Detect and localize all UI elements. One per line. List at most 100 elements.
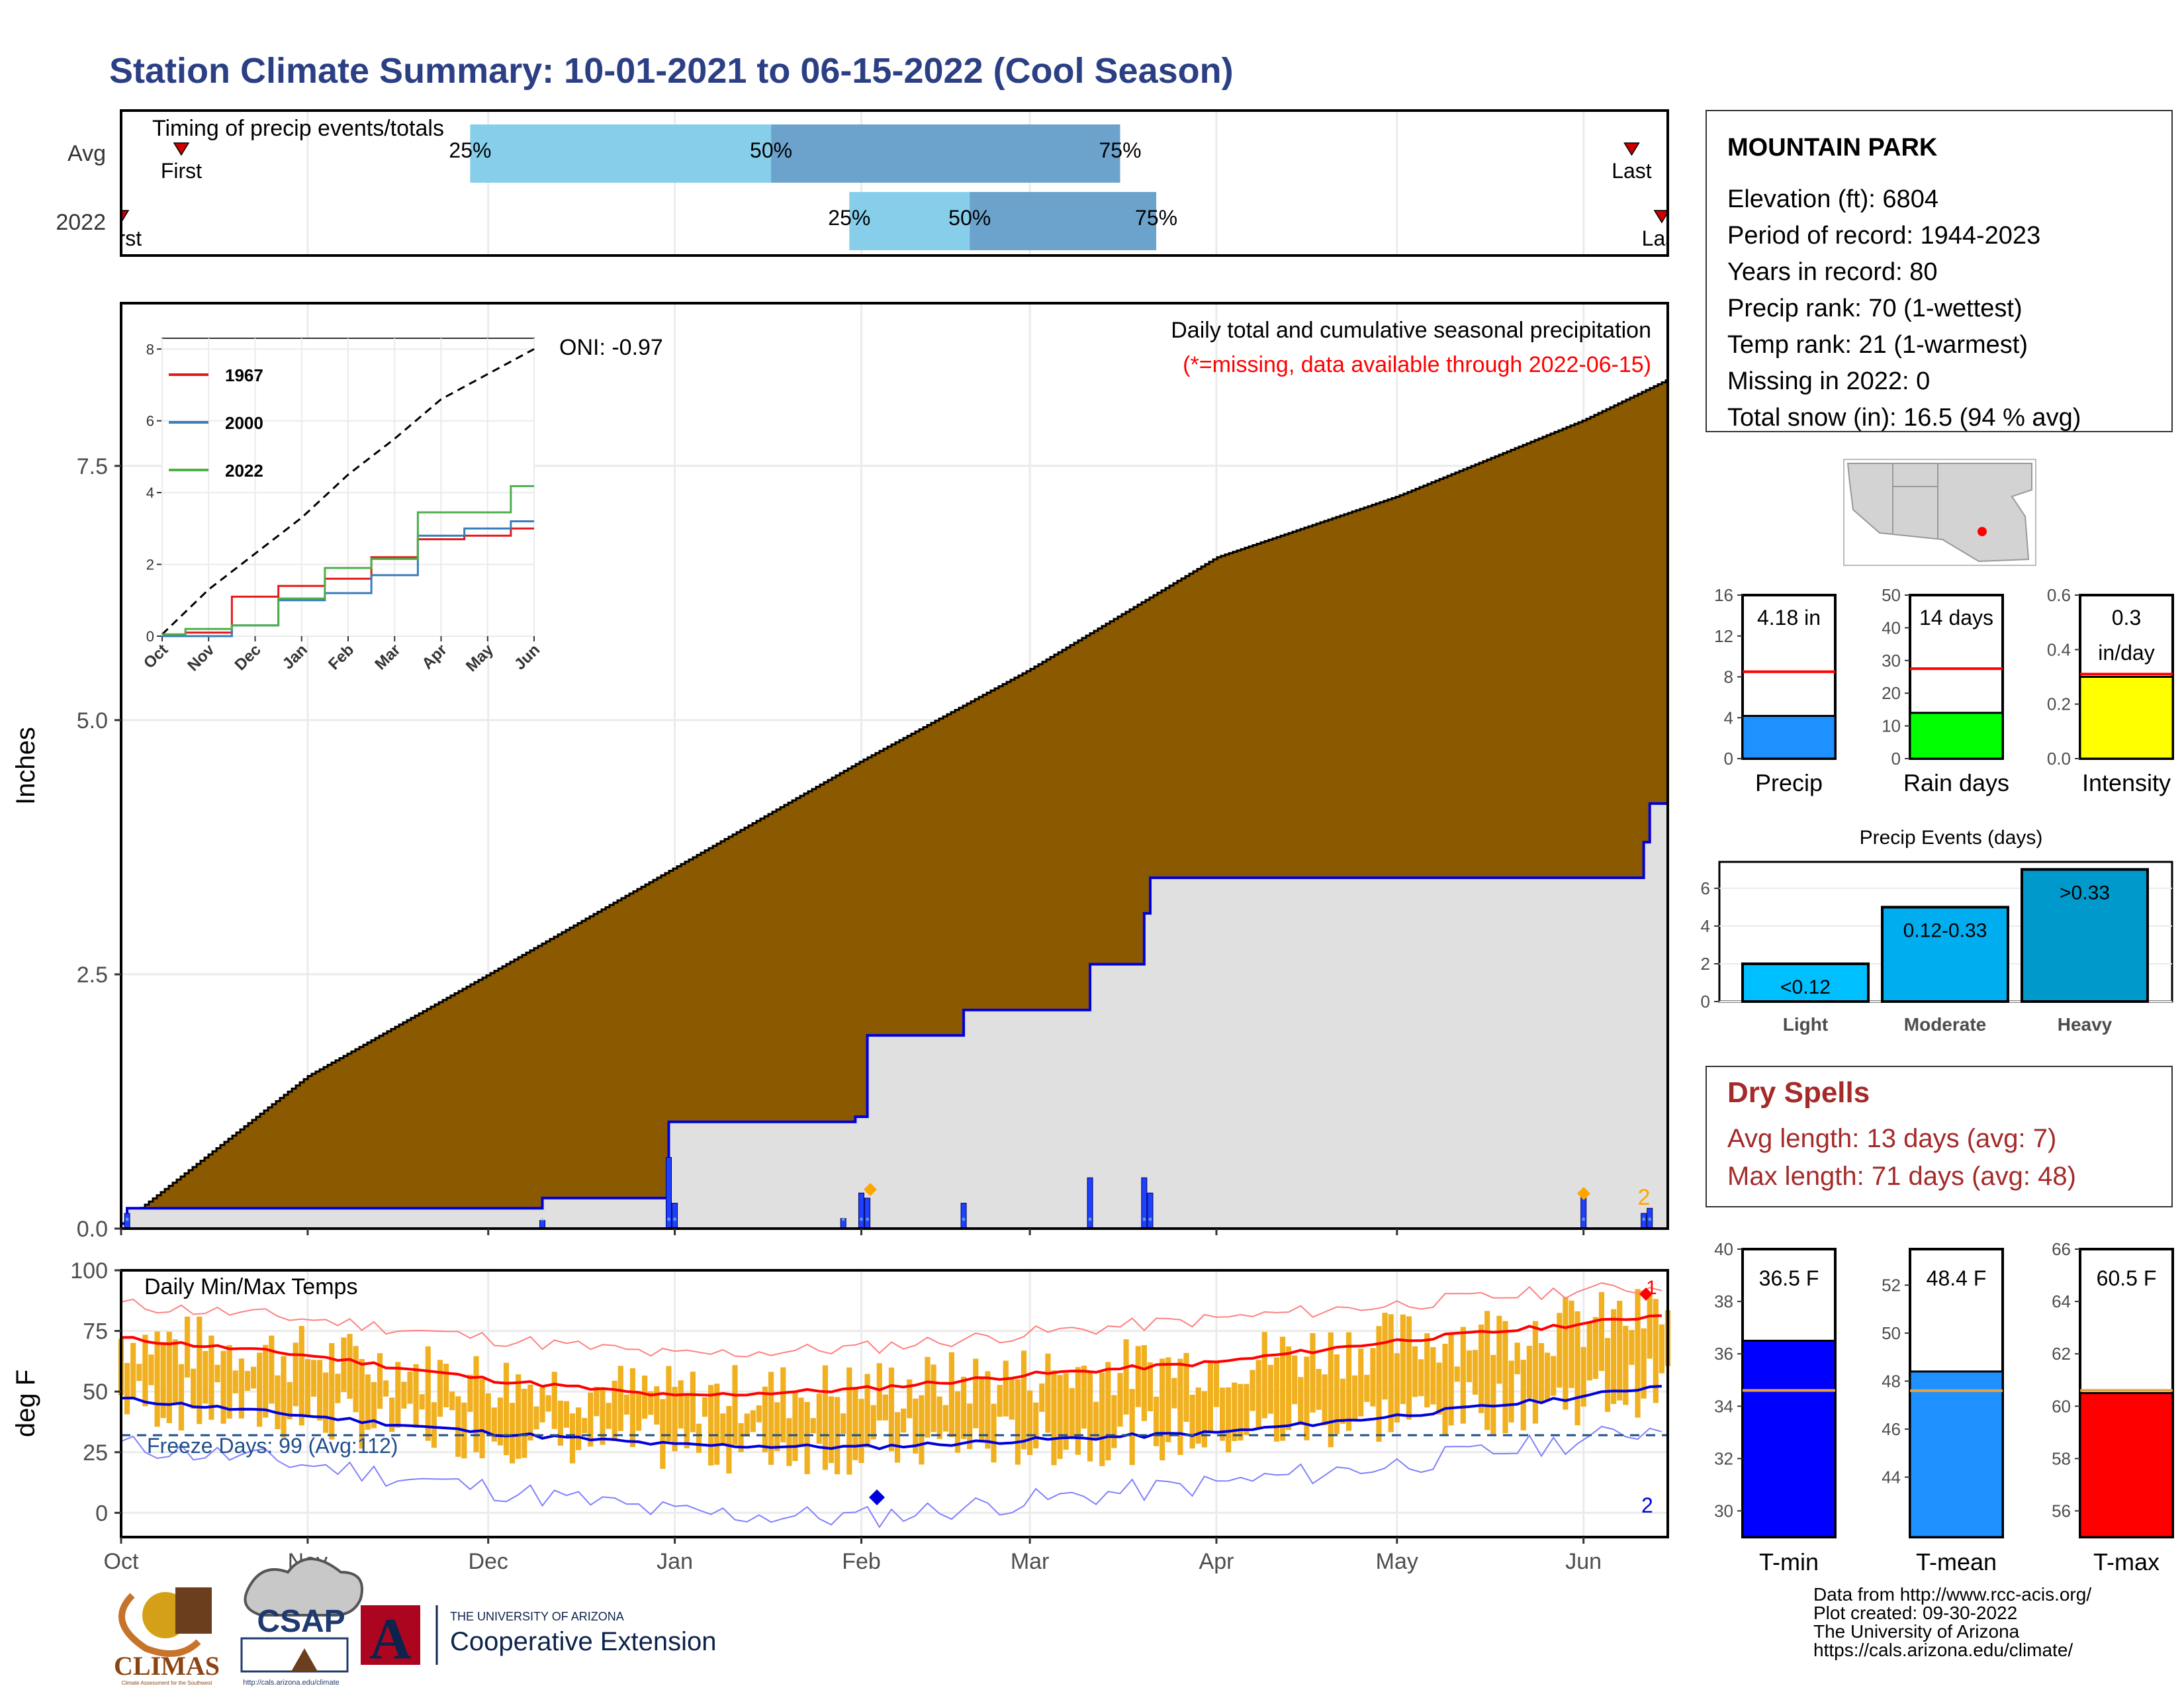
csap-url: http://cals.arizona.edu/climate: [243, 1679, 340, 1687]
inset-ytick-label: 4: [146, 485, 154, 501]
mini-value-bar: [2079, 676, 2174, 760]
daily-temp-bar: [1105, 1362, 1111, 1461]
daily-temp-bar: [1093, 1401, 1099, 1438]
daily-temp-bar: [720, 1413, 726, 1444]
daily-temp-bar: [876, 1363, 882, 1421]
precip-events-title: Precip Events (days): [1860, 827, 2043, 849]
missing-note: (*=missing, data available through 2022-…: [1183, 352, 1651, 377]
daily-temp-bar: [347, 1334, 353, 1399]
temp-ylabel: deg F: [11, 1370, 40, 1437]
daily-temp-bar: [455, 1396, 461, 1457]
daily-temp-bar: [160, 1342, 166, 1419]
record-max-marker: [1639, 1288, 1653, 1301]
first-event-label: First: [101, 226, 142, 250]
daily-temp-bar: [329, 1342, 335, 1440]
daily-temp-bar: [383, 1380, 389, 1397]
temp-value-bar: [1909, 1370, 2004, 1538]
mini-value-label: 0.3: [2112, 606, 2141, 630]
daily-temp-bar: [1382, 1313, 1388, 1400]
footer-line-url: https://cals.arizona.edu/climate/: [1813, 1640, 2073, 1660]
daily-temp-bar: [1057, 1375, 1063, 1459]
temp-xtick-label: Mar: [1011, 1549, 1050, 1574]
daily-temp-bar: [1111, 1395, 1117, 1448]
inset-legend: 1967 2000 2022: [169, 365, 263, 481]
daily-temp-bar: [1532, 1321, 1539, 1424]
daily-temp-bar: [780, 1367, 786, 1442]
station-location-dot: [1978, 527, 1987, 536]
inset-xtick-label: Oct: [140, 641, 171, 672]
temp-bar-label: T-min: [1759, 1548, 1819, 1575]
daily-temp-bar: [1647, 1295, 1653, 1359]
temp-bar-charts: 30 32 34 36 38 40 36.5 F T-min 44 46 48 50 52 48.4 F T…: [1714, 1239, 2174, 1575]
snow-marker: *: [865, 1216, 869, 1227]
locator-map: [1843, 459, 2036, 566]
precip-ytick-label: 5.0: [77, 708, 108, 733]
temp-bar-ytick-label: 50: [1882, 1323, 1901, 1343]
daily-temp-bar: [401, 1382, 407, 1409]
daily-temp-bar: [359, 1359, 365, 1449]
temp-xtick-label: Oct: [104, 1549, 139, 1574]
mini-chart-label: Rain days: [1903, 769, 2009, 796]
temp-ytick-label: 25: [83, 1440, 108, 1466]
daily-temp-bar: [184, 1316, 191, 1378]
mini-ytick-label: 0.6: [2047, 585, 2071, 605]
daily-temp-bar: [1580, 1346, 1586, 1407]
timing-avg-label: Avg: [68, 141, 106, 166]
precip-ytick-label: 0.0: [77, 1217, 108, 1242]
daily-temp-bar: [1611, 1309, 1617, 1404]
page-title: Station Climate Summary: 10-01-2021 to 0…: [109, 51, 1234, 91]
temp-bar-ytick-label: 52: [1882, 1275, 1901, 1295]
timing-q50-75-bar: [771, 124, 1120, 183]
ua-line2: Cooperative Extension: [450, 1627, 716, 1656]
precip-ytick-label: 7.5: [77, 454, 108, 479]
first-event-marker: [173, 142, 190, 156]
timing-panel-title: Timing of precip events/totals: [152, 116, 444, 141]
events-bar: [1881, 906, 2009, 1003]
daily-temp-bar: [690, 1372, 696, 1432]
daily-temp-bar: [967, 1403, 973, 1450]
daily-temp-bar: [816, 1393, 822, 1444]
daily-temp-bar: [1653, 1299, 1659, 1403]
temp-bar-label: T-max: [2093, 1548, 2160, 1575]
daily-temp-bar: [298, 1326, 304, 1426]
daily-temp-bar: [1135, 1346, 1141, 1407]
ua-cooperative-extension-logo: A THE UNIVERSITY OF ARIZONA Cooperative …: [361, 1605, 716, 1671]
daily-temp-bar: [1454, 1366, 1460, 1382]
temp-bar-ytick-label: 32: [1714, 1448, 1733, 1468]
daily-temp-bar: [702, 1397, 708, 1417]
daily-temp-bar: [377, 1353, 383, 1409]
precip-events-chart: Precip Events (days) 0 2 4 6 <0.12 Light 0.12-…: [1701, 827, 2173, 1035]
daily-temp-bar: [563, 1401, 570, 1428]
daily-temp-bar: [1207, 1363, 1213, 1431]
daily-temp-bar: [1087, 1371, 1093, 1462]
last-event-label: Last: [1642, 226, 1682, 250]
last-event-marker: [1653, 210, 1668, 224]
station-line-years: Years in record: 80: [1727, 258, 1938, 286]
daily-temp-bar: [870, 1405, 876, 1440]
daily-temp-bar: [1569, 1300, 1574, 1388]
daily-temp-bar: [744, 1413, 750, 1437]
inset-series-2022: [162, 485, 534, 635]
mini-ytick-label: 12: [1714, 626, 1733, 646]
mini-value-bar: [1741, 714, 1837, 760]
daily-temp-bar: [1352, 1375, 1358, 1421]
daily-temp-bar: [991, 1403, 997, 1463]
temp-bar-ytick-label: 38: [1714, 1291, 1733, 1311]
inset-xtick-label: Jun: [511, 641, 543, 673]
daily-temp-bar: [238, 1358, 244, 1419]
daily-temp-bar: [774, 1402, 780, 1452]
daily-temp-bar: [1232, 1382, 1238, 1441]
footer-line-univ: The University of Arizona: [1813, 1621, 2020, 1642]
daily-temp-bar: [612, 1380, 617, 1441]
daily-temp-bar: [178, 1364, 185, 1431]
mini-ytick-label: 8: [1724, 667, 1733, 687]
precip-ylabel: Inches: [11, 727, 40, 805]
daily-temp-bar: [1261, 1332, 1267, 1419]
daily-temp-bar: [1418, 1359, 1424, 1397]
daily-temp-bar: [244, 1371, 251, 1391]
temp-ytick-label: 100: [70, 1258, 108, 1284]
avg-tmax-line: [120, 1314, 1662, 1397]
daily-temp-bar: [527, 1384, 533, 1441]
snow-marker: *: [1088, 1216, 1092, 1227]
timing-q75-label: 75%: [1135, 206, 1177, 230]
